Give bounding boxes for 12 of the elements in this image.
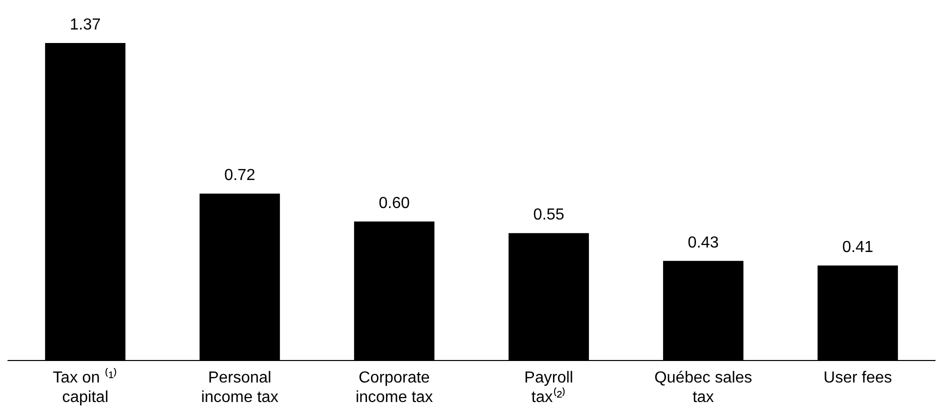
x-tick-label: User fees bbox=[824, 370, 892, 387]
data-label: 0.60 bbox=[378, 194, 410, 212]
data-label: 0.43 bbox=[688, 234, 719, 252]
data-label: 0.55 bbox=[533, 206, 564, 224]
x-tick-label: Corporate income tax bbox=[356, 370, 433, 406]
x-tick-label: Payroll tax⁽²⁾ bbox=[524, 370, 574, 406]
x-tick-label: Personal income tax bbox=[201, 370, 278, 406]
data-label: 0.72 bbox=[224, 167, 256, 184]
x-tick-label: Québec sales tax bbox=[654, 370, 752, 406]
data-label: 0.41 bbox=[842, 238, 874, 256]
data-label: 1.37 bbox=[70, 16, 101, 34]
x-tick-label: Tax on ⁽¹⁾ capital bbox=[52, 368, 118, 406]
